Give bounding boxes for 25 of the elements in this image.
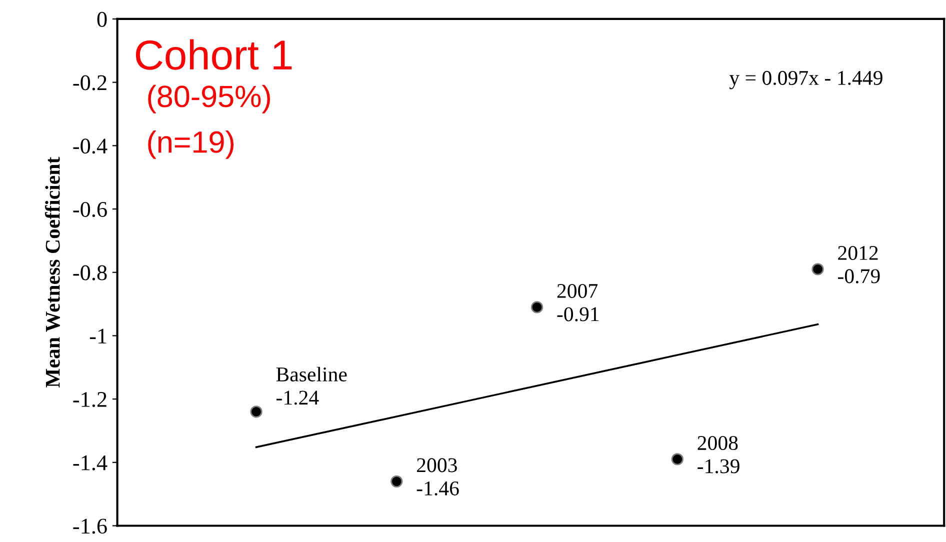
point	[530, 301, 544, 314]
point	[812, 263, 824, 276]
y-axis-title: Mean Wetness Coefficient	[44, 156, 60, 388]
y-tick-label: -1.4	[73, 455, 108, 470]
y-tick-label: -0.2	[73, 75, 106, 90]
y-tick-label: -1.6	[73, 518, 107, 534]
annotation: (80-95%)	[148, 84, 270, 114]
point	[390, 475, 403, 488]
data-label: 2003 -1.46	[416, 458, 459, 496]
line-series	[255, 323, 819, 448]
point	[250, 406, 262, 418]
y-tick-label: -1.2	[73, 392, 106, 408]
data-label: 2012 -0.79	[838, 246, 880, 284]
y-tick-label: 0	[97, 12, 107, 27]
annotation: (n=19)	[148, 130, 234, 159]
data-label: Baseline -1.24	[276, 366, 347, 405]
y-tick-label: -1	[90, 328, 106, 344]
annotation: y = 0.097x - 1.449	[729, 70, 882, 90]
point	[671, 453, 684, 466]
y-tick-label: -0.4	[73, 138, 108, 154]
y-tick-label: -0.8	[73, 265, 107, 280]
y-tick-label: -0.6	[73, 202, 107, 218]
annotation: Cohort 1	[136, 39, 292, 70]
data-label: 2007 -0.91	[557, 284, 599, 322]
data-label: 2008 -1.39	[698, 436, 740, 474]
